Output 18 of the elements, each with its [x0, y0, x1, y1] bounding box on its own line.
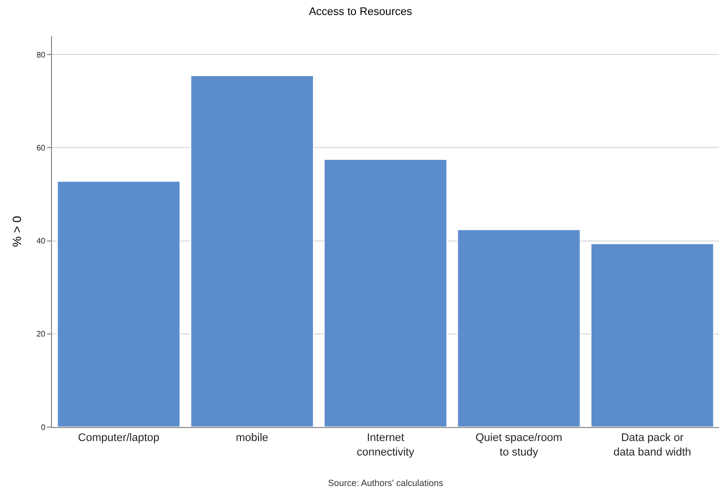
- x-tick-label: Internet connectivity: [356, 432, 415, 458]
- bar: [457, 229, 581, 427]
- x-tick-label: mobile: [236, 432, 268, 444]
- y-tick-label: 60: [36, 144, 46, 153]
- x-tick-label: Computer/laptop: [78, 432, 160, 444]
- bar: [590, 243, 714, 427]
- y-tick-label: 20: [36, 330, 46, 339]
- y-tick-label: 80: [36, 50, 46, 60]
- x-tick-label: Data pack or data band width: [613, 432, 692, 458]
- source-note: Source: Authors' calculations: [328, 478, 444, 488]
- y-axis-title: % > 0: [10, 216, 24, 248]
- x-tick-label: Quiet space/room to study: [475, 432, 562, 458]
- bar: [324, 158, 448, 427]
- chart-title: Access to Resources: [308, 6, 413, 18]
- bar: [56, 180, 181, 427]
- y-tick-label: 0: [40, 422, 46, 432]
- y-tick-label: 40: [36, 236, 46, 246]
- bar: [190, 75, 314, 427]
